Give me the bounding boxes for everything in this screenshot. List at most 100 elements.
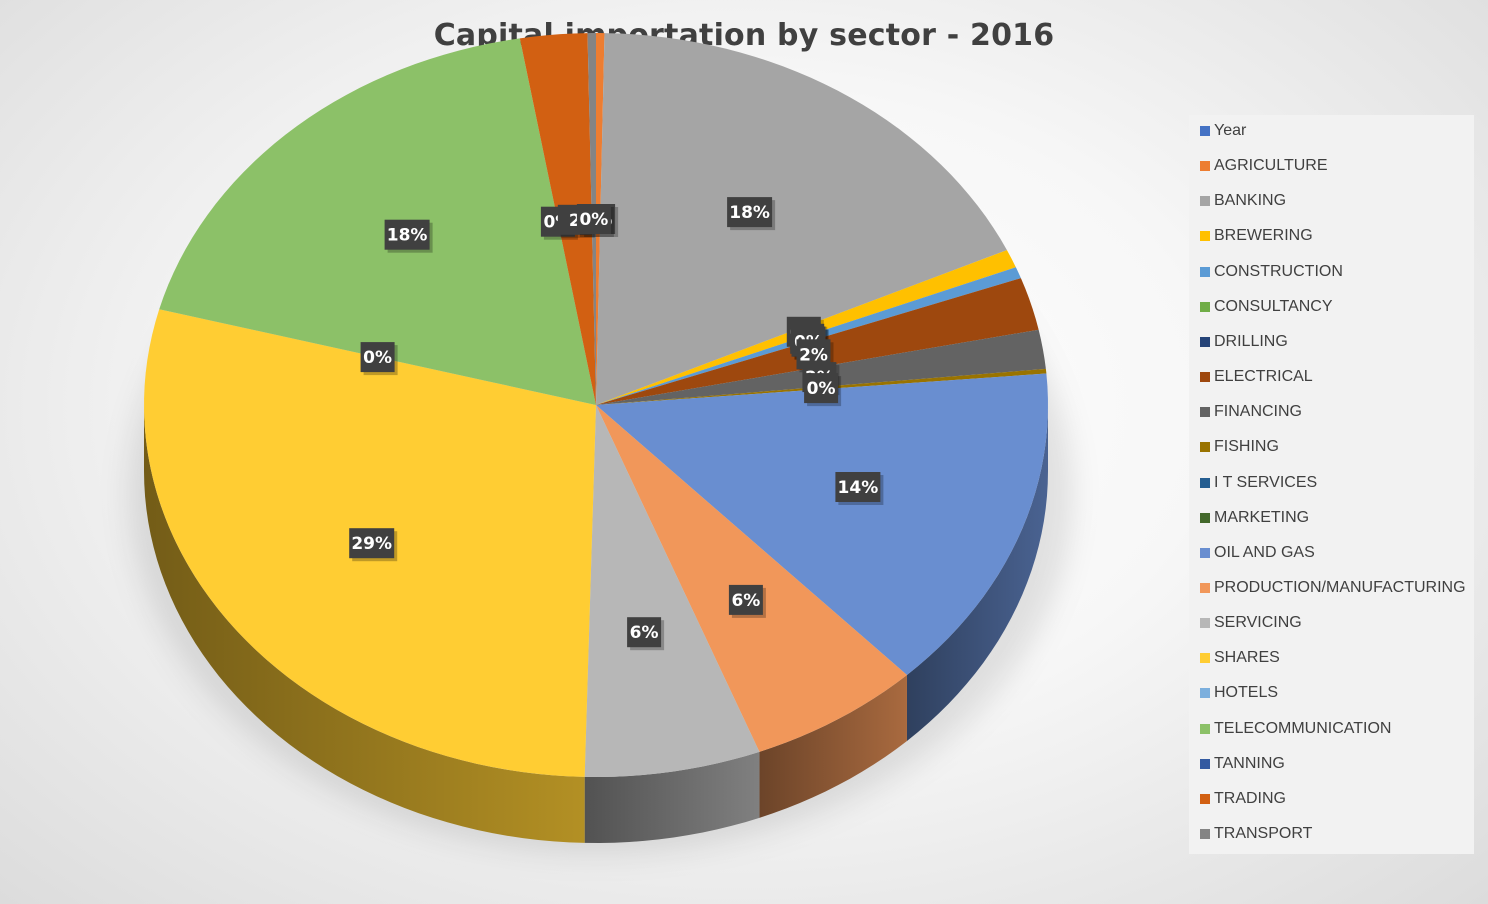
data-label-transport: 0% [576, 204, 614, 237]
data-label-text: 14% [838, 478, 879, 498]
legend-swatch [1200, 829, 1210, 839]
legend-swatch [1200, 196, 1210, 207]
legend-label: DRILLING [1214, 332, 1288, 350]
legend-swatch [1200, 618, 1210, 629]
legend-item-agriculture: AGRICULTURE [1200, 156, 1328, 176]
legend-label: SERVICING [1214, 614, 1302, 632]
slice-telecommunication [159, 38, 596, 405]
legend-item-production-manufacturing: PRODUCTION/MANUFACTURING [1200, 578, 1466, 598]
legend-swatch [1200, 582, 1210, 593]
data-label-box [349, 528, 395, 559]
slice-banking [596, 33, 1007, 405]
legend-item-financing: FINANCING [1200, 402, 1302, 422]
data-label-box [627, 617, 662, 648]
legend-label: TELECOMMUNICATION [1214, 719, 1392, 737]
legend-label: FINANCING [1214, 403, 1302, 421]
legend-label: HOTELS [1214, 684, 1279, 702]
legend-swatch [1200, 653, 1210, 664]
legend-item-servicing: SERVICING [1200, 613, 1302, 633]
data-label-banking: 18% [727, 197, 776, 231]
data-label-text: 29% [351, 534, 392, 554]
data-label-telecommunication: 18% [384, 219, 433, 253]
legend-label: TRADING [1214, 789, 1286, 807]
legend-swatch [1200, 301, 1210, 312]
legend-label: PRODUCTION/MANUFACTURING [1214, 578, 1466, 596]
data-label-box [835, 472, 881, 502]
data-label-text: 18% [729, 203, 770, 223]
data-label-oil-and-gas: 14% [835, 472, 884, 505]
data-label-text: 6% [731, 591, 760, 611]
legend-label: SHARES [1214, 649, 1280, 667]
data-label-box [804, 373, 839, 404]
data-label-production-manufacturing: 6% [728, 584, 766, 618]
pie-top [144, 33, 1048, 777]
legend-label: BANKING [1214, 192, 1287, 210]
legend-swatch [1200, 161, 1210, 172]
legend-swatch [1200, 477, 1210, 488]
legend-label: Year [1214, 122, 1247, 139]
legend-label: FISHING [1214, 438, 1279, 456]
data-label-box [384, 219, 430, 250]
legend-label: BREWERING [1214, 227, 1313, 245]
legend-label: OIL AND GAS [1214, 543, 1315, 561]
legend-item-trading: TRADING [1200, 789, 1286, 809]
data-labels: 0%18%0%0%0%0%2%2%0%14%6%6%29%0%18%0%20% [349, 197, 884, 651]
legend-item-drilling: DRILLING [1200, 332, 1288, 352]
data-label-text: 0% [363, 348, 392, 368]
slice-oil-and-gas [596, 373, 1048, 675]
legend-swatch [1200, 442, 1210, 453]
pie-side-oil-and-gas [906, 405, 1048, 741]
data-label-box [360, 342, 395, 373]
legend-swatch [1200, 512, 1210, 523]
legend-label: AGRICULTURE [1214, 157, 1328, 175]
legend-swatch [1200, 231, 1210, 242]
legend-item-consultancy: CONSULTANCY [1200, 297, 1333, 317]
legend-label: CONSULTANCY [1214, 297, 1333, 315]
legend-item-hotels: HOTELS [1200, 683, 1278, 703]
legend-item-oil-and-gas: OIL AND GAS [1200, 543, 1315, 563]
legend-swatch [1200, 547, 1210, 558]
data-label-fishing: 0% [804, 373, 842, 407]
slice-servicing [584, 405, 760, 777]
data-label-text: 0% [807, 379, 836, 399]
pie-side-servicing [584, 751, 760, 843]
data-label-text: 0% [579, 210, 608, 230]
legend-item-fishing: FISHING [1200, 437, 1279, 457]
legend-swatch [1200, 407, 1210, 418]
data-label-box [727, 197, 773, 228]
legend: Year AGRICULTURE BANKING BREWERING CONSTRUCT… [1189, 115, 1474, 854]
legend-swatch [1200, 126, 1210, 136]
data-label-text: 2% [799, 345, 828, 365]
data-label-text: 6% [630, 623, 659, 643]
legend-swatch [1200, 266, 1210, 277]
data-label-text: 2 [569, 211, 581, 231]
data-label-servicing: 6% [627, 617, 665, 651]
data-label-hotels: 0% [360, 342, 398, 376]
legend-item-marketing: MARKETING [1200, 508, 1309, 528]
pie-side-shares [144, 405, 585, 843]
legend-item-brewering: BREWERING [1200, 226, 1313, 246]
legend-label: I T SERVICES [1214, 473, 1318, 491]
legend-item-banking: BANKING [1200, 191, 1286, 211]
legend-swatch [1200, 688, 1210, 699]
legend-label: ELECTRICAL [1214, 368, 1313, 386]
pie-side-walls [144, 405, 1048, 843]
pie-side-production-manufacturing [759, 674, 907, 818]
legend-item-year: Year [1200, 121, 1246, 141]
legend-item-telecommunication: TELECOMMUNICATION [1200, 719, 1391, 739]
legend-label: CONSTRUCTION [1214, 262, 1343, 280]
legend-swatch [1200, 723, 1210, 734]
legend-item-transport: TRANSPORT [1200, 824, 1312, 844]
legend-label: MARKETING [1214, 508, 1310, 526]
data-label-box [576, 204, 611, 234]
legend-label: TRANSPORT [1214, 825, 1313, 842]
data-label-shares: 29% [349, 528, 398, 562]
legend-item-electrical: ELECTRICAL [1200, 367, 1313, 387]
legend-swatch [1200, 372, 1210, 383]
data-label-box [728, 584, 763, 615]
legend-label: TANNING [1214, 754, 1285, 772]
legend-item-shares: SHARES [1200, 648, 1280, 668]
legend-item-construction: CONSTRUCTION [1200, 262, 1343, 282]
legend-item-i-t-services: I T SERVICES [1200, 473, 1317, 493]
